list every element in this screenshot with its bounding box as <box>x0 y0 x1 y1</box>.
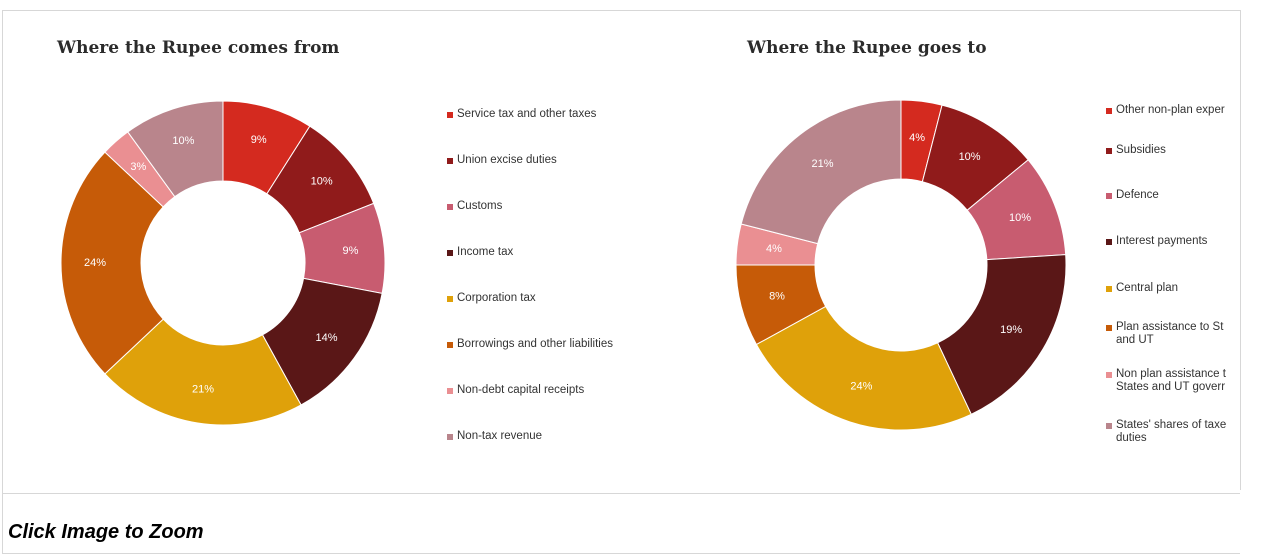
legend-swatch <box>1106 286 1112 292</box>
slice-data-label: 10% <box>311 175 333 187</box>
legend-item: Customs <box>447 200 502 213</box>
legend-label: Corporation tax <box>457 292 536 304</box>
donut-chart-comes-from: 9% 10% 9% 14% 21% 24% 3% 10% <box>60 100 386 426</box>
frame-border-left <box>2 10 3 554</box>
slice-data-label: 9% <box>251 134 267 146</box>
legend-label: Non-debt capital receipts <box>457 384 585 396</box>
legend-item: Corporation tax <box>447 292 536 305</box>
slice-data-label: 21% <box>192 383 214 395</box>
legend-item: Borrowings and other liabilities <box>447 338 613 351</box>
legend-goes-to: Other non-plan exper Subsidies Defence Inte… <box>1106 100 1237 470</box>
legend-label: Plan assistance to St and UT <box>1116 321 1224 346</box>
legend-item: Central plan <box>1106 282 1234 295</box>
donut-slice <box>127 100 224 198</box>
legend-item: Income tax <box>447 246 513 259</box>
legend-label: Defence <box>1116 189 1159 201</box>
chart-title-goes-to: Where the Rupee goes to <box>747 38 987 58</box>
legend-swatch <box>447 388 453 394</box>
legend-swatch <box>447 342 453 348</box>
slice-data-label: 3% <box>130 161 146 173</box>
legend-label: Other non-plan exper <box>1116 104 1225 116</box>
legend-swatch <box>1106 148 1112 154</box>
legend-item: Service tax and other taxes <box>447 108 596 121</box>
donut-slice <box>755 305 972 431</box>
legend-item: Union excise duties <box>447 154 557 167</box>
slice-data-label: 4% <box>766 243 782 255</box>
click-to-zoom-caption[interactable]: Click Image to Zoom <box>8 521 204 543</box>
legend-label: Income tax <box>457 246 514 258</box>
legend-item: Subsidies <box>1106 144 1234 157</box>
legend-label: Union excise duties <box>457 154 557 166</box>
legend-label: Central plan <box>1116 282 1179 294</box>
slice-data-label: 21% <box>812 158 834 170</box>
legend-swatch <box>447 112 453 118</box>
slice-data-label: 14% <box>316 332 338 344</box>
legend-swatch <box>447 434 453 440</box>
caption-divider <box>2 493 1240 494</box>
legend-swatch <box>447 158 453 164</box>
legend-swatch <box>1106 423 1112 429</box>
slice-data-label: 9% <box>342 245 358 257</box>
donut-slice <box>740 99 902 245</box>
legend-swatch <box>447 250 453 256</box>
chart-title-comes-from: Where the Rupee comes from <box>57 38 340 58</box>
slice-data-label: 8% <box>769 291 785 303</box>
slice-data-label: 4% <box>909 132 925 144</box>
legend-swatch <box>1106 193 1112 199</box>
legend-label: Customs <box>457 200 503 212</box>
legend-label: Subsidies <box>1116 144 1166 156</box>
legend-swatch <box>1106 372 1112 378</box>
legend-swatch <box>447 204 453 210</box>
legend-label: Interest payments <box>1116 235 1208 247</box>
legend-item: Other non-plan exper <box>1106 104 1234 117</box>
slice-data-label: 24% <box>84 257 106 269</box>
legend-swatch <box>447 296 453 302</box>
legend-swatch <box>1106 108 1112 114</box>
donut-slice <box>60 151 164 375</box>
donut-slice <box>104 318 302 426</box>
legend-label: States' shares of taxe duties <box>1116 419 1227 444</box>
legend-item: Non plan assistance t States and UT gove… <box>1106 368 1234 394</box>
legend-item: States' shares of taxe duties <box>1106 419 1234 445</box>
slice-data-label: 10% <box>172 135 194 147</box>
legend-swatch <box>1106 239 1112 245</box>
legend-item: Non-tax revenue <box>447 430 542 443</box>
legend-item: Plan assistance to St and UT <box>1106 321 1234 347</box>
slice-data-label: 10% <box>959 151 981 163</box>
slice-data-label: 24% <box>850 381 872 393</box>
legend-comes-from: Service tax and other taxes Union excise … <box>447 108 677 458</box>
donut-slice <box>936 254 1067 415</box>
legend-label: Borrowings and other liabilities <box>457 338 613 350</box>
legend-label: Non plan assistance t States and UT gove… <box>1116 368 1226 393</box>
legend-label: Non-tax revenue <box>457 430 543 442</box>
frame-border-top <box>2 10 1240 11</box>
legend-item: Defence <box>1106 189 1234 202</box>
slice-data-label: 10% <box>1009 212 1031 224</box>
legend-item: Interest payments <box>1106 235 1234 248</box>
legend-swatch <box>1106 325 1112 331</box>
legend-item: Non-debt capital receipts <box>447 384 584 397</box>
legend-label: Service tax and other taxes <box>457 108 597 120</box>
frame-border-bottom <box>2 553 1240 554</box>
frame-border-right <box>1240 10 1241 490</box>
donut-chart-goes-to: 4% 10% 10% 19% 24% 8% 4% 21% <box>735 99 1067 431</box>
slice-data-label: 19% <box>1000 324 1022 336</box>
